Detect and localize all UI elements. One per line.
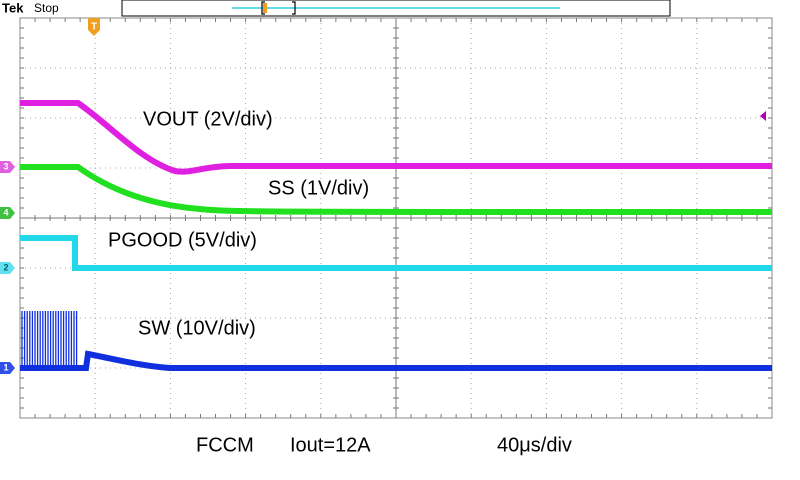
sw-pulses [21,311,78,370]
graticule-border [19,17,773,419]
view-bracket [261,1,296,15]
trigger-position [263,3,267,13]
timebase-label: 40μs/div [497,434,572,456]
pgood-trace [20,235,772,271]
sw-trace [20,350,772,371]
channel-marker [0,362,15,374]
brand: Tek [2,0,24,15]
trigger-marker [88,18,100,36]
channel-label: 2 [3,262,8,272]
channel-marker [0,262,15,274]
trace-label: SW (10V/div) [138,317,256,339]
channel-label: 1 [3,362,8,372]
trace-label: PGOOD (5V/div) [108,229,257,251]
graticule [19,17,773,419]
load-label: Iout=12A [290,434,371,456]
channel-label: 4 [3,207,8,217]
channel-marker [0,207,15,219]
mode-label: FCCM [196,434,254,456]
vout-trace [20,100,772,175]
trigger-label: T [91,22,97,33]
channel-label: 3 [3,161,8,171]
channel-marker [0,161,15,173]
run-status: Stop [34,1,59,15]
trace-label: SS (1V/div) [268,177,369,199]
trace-label: VOUT (2V/div) [143,108,273,130]
ss-trace [20,164,773,215]
vout-ref-arrow [760,111,766,121]
